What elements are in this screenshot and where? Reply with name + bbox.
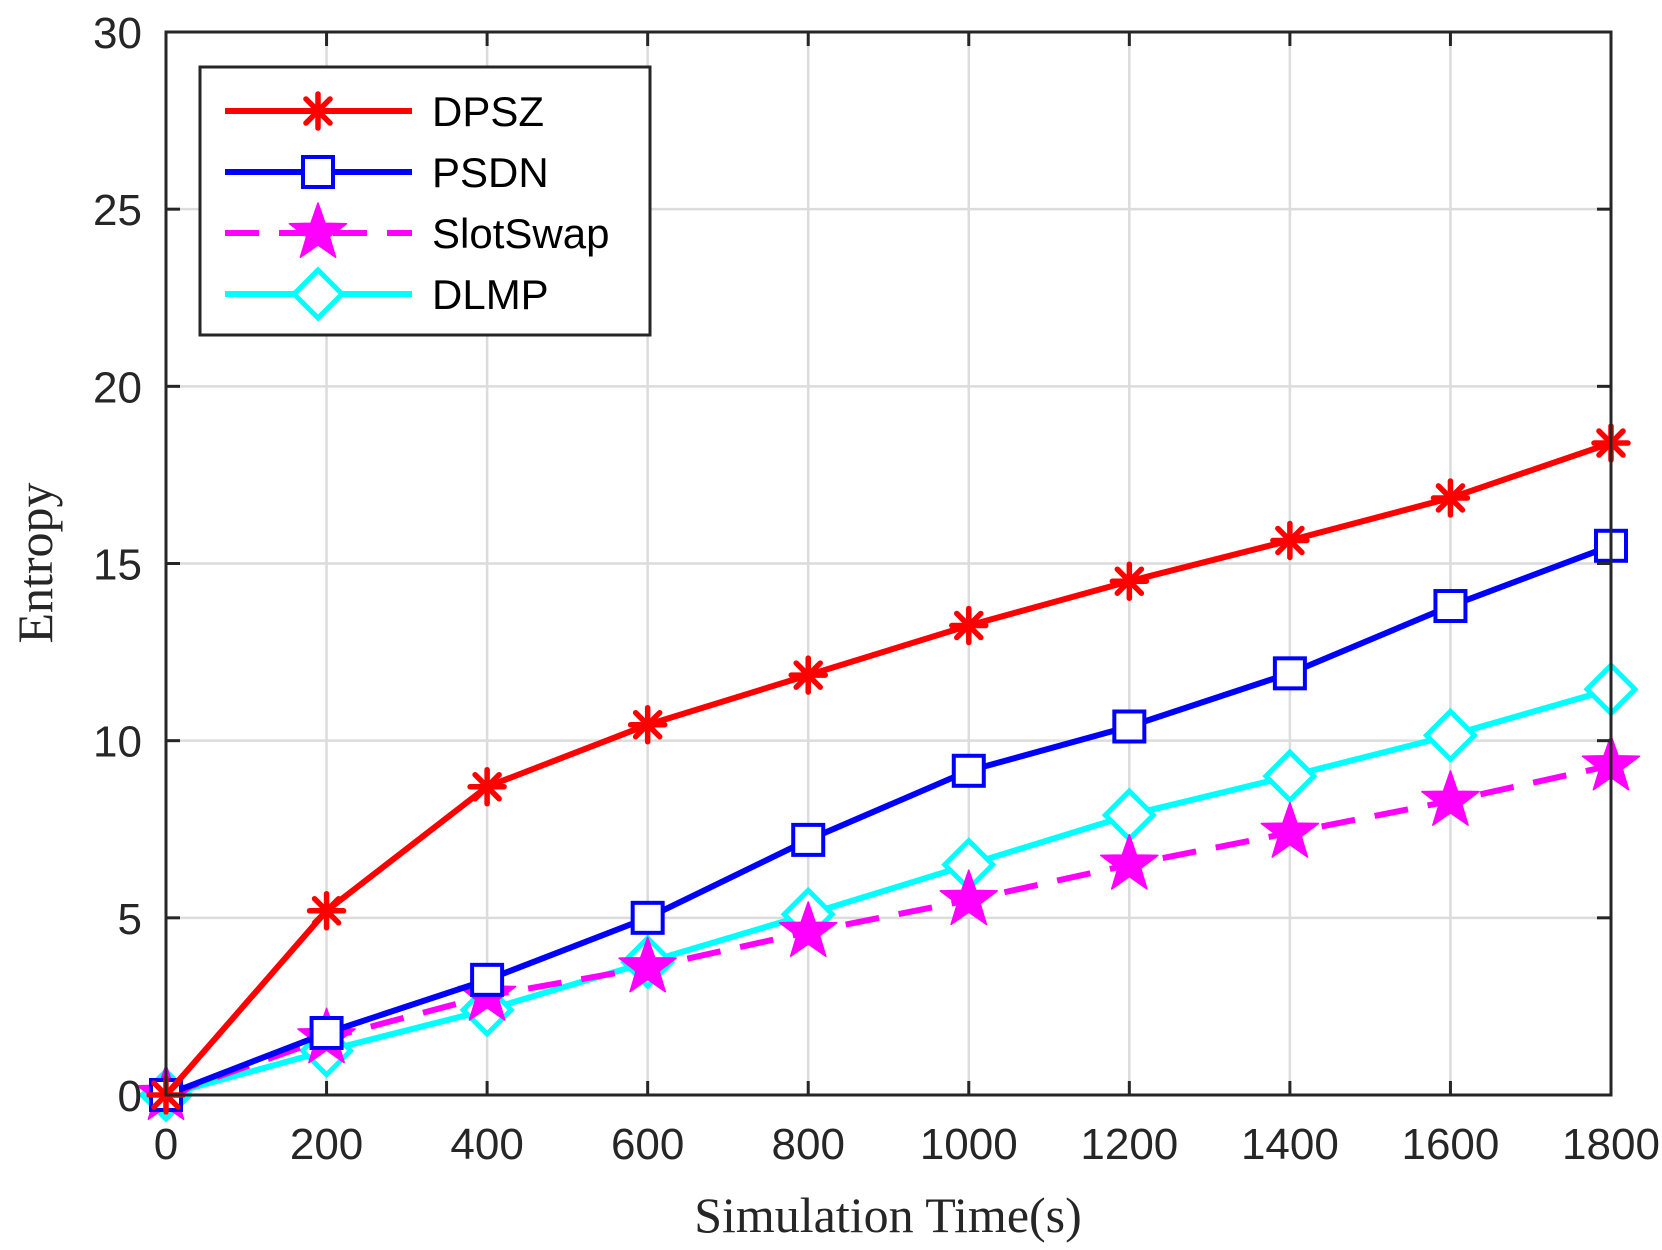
- x-tick-label-8: 1600: [1401, 1120, 1499, 1169]
- x-tick-label-6: 1200: [1080, 1120, 1178, 1169]
- x-tick-label-1: 200: [290, 1120, 363, 1169]
- legend: DPSZ PSDN SlotSwap DLMP: [198, 65, 652, 337]
- y-tick-label-1: 5: [118, 895, 142, 944]
- x-tick-label-0: 0: [154, 1120, 178, 1169]
- point-slotswap-5: [939, 869, 999, 926]
- point-psdn-4: [791, 822, 826, 857]
- point-psdn-8: [1433, 589, 1468, 624]
- series-line-dlmp: [165, 686, 1612, 1098]
- y-tick-label-4: 20: [93, 363, 142, 412]
- point-slotswap-6: [1100, 833, 1159, 890]
- series-line-psdn: [164, 542, 1613, 1098]
- point-dpsz-8: [1430, 478, 1471, 518]
- point-psdn-5: [951, 753, 986, 788]
- y-tick-label-3: 15: [93, 541, 142, 590]
- point-slotswap-3: [618, 936, 677, 993]
- legend-marker-dlmp: [290, 266, 346, 322]
- legend-marker-slotswap: [288, 202, 348, 259]
- legend-label-dpsz: DPSZ: [432, 88, 544, 135]
- x-tick-label-2: 400: [450, 1120, 523, 1169]
- legend-label-psdn: PSDN: [432, 149, 549, 196]
- point-psdn-3: [630, 900, 665, 935]
- point-dpsz-2: [467, 766, 507, 807]
- point-dpsz-1: [306, 890, 347, 931]
- point-dpsz-7: [1270, 520, 1310, 561]
- x-tick-label-3: 600: [611, 1120, 684, 1169]
- y-axis-title: Entropy: [7, 482, 63, 643]
- legend-item-psdn: PSDN: [225, 149, 549, 196]
- point-dpsz-5: [949, 605, 989, 646]
- x-tick-label-5: 1000: [920, 1120, 1018, 1169]
- legend-label-dlmp: DLMP: [432, 271, 549, 318]
- legend-marker-psdn: [301, 155, 335, 189]
- x-tick-label-7: 1400: [1241, 1120, 1339, 1169]
- x-axis-title: Simulation Time(s): [694, 1187, 1082, 1243]
- point-psdn-6: [1112, 709, 1147, 744]
- x-tick-label-9: 1800: [1562, 1120, 1660, 1169]
- legend-label-slotswap: SlotSwap: [432, 210, 609, 257]
- point-psdn-7: [1272, 656, 1307, 691]
- point-slotswap-8: [1421, 770, 1480, 826]
- series-line-dpsz: [163, 440, 1612, 1097]
- point-dlmp-7: [1262, 748, 1318, 804]
- point-dlmp-8: [1422, 707, 1478, 763]
- point-dpsz-6: [1109, 561, 1150, 601]
- point-dpsz-4: [788, 655, 828, 695]
- legend-item-dlmp: DLMP: [225, 266, 549, 322]
- y-tick-label-6: 30: [93, 9, 142, 58]
- point-psdn-2: [470, 962, 505, 997]
- x-tick-label-4: 800: [772, 1120, 845, 1169]
- legend-marker-dpsz: [298, 91, 338, 131]
- y-tick-label-5: 25: [93, 186, 142, 235]
- legend-item-slotswap: SlotSwap: [225, 202, 609, 259]
- y-tick-label-2: 10: [93, 718, 142, 767]
- point-slotswap-4: [778, 901, 838, 958]
- point-psdn-1: [309, 1015, 344, 1050]
- point-dpsz-3: [627, 704, 668, 745]
- legend-item-dpsz: DPSZ: [225, 88, 544, 135]
- axis-ticks: 0 200 400 600 800 1000 1200 1400 1600 1800 0 5 10 15 2…: [93, 9, 1660, 1169]
- point-slotswap-7: [1260, 802, 1320, 858]
- y-tick-label-0: 0: [118, 1072, 142, 1121]
